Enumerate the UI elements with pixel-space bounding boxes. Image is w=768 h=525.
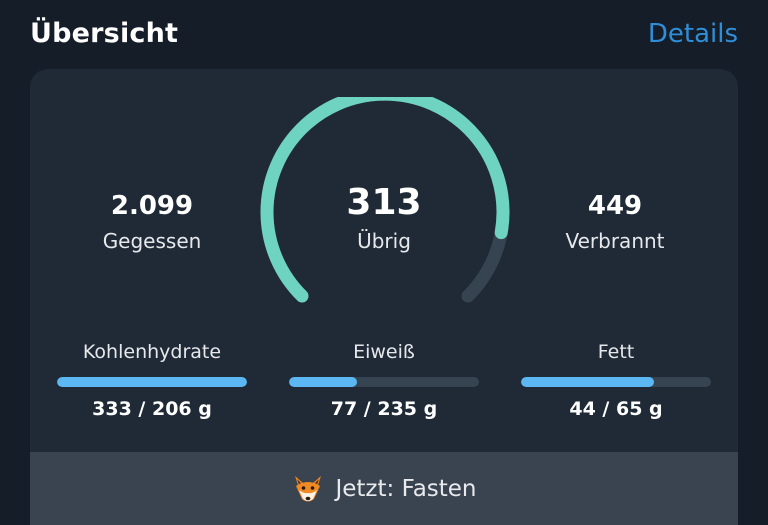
remaining-stat: 313 Übrig [284, 182, 484, 253]
macro-amount: 333 / 206 g [92, 398, 212, 420]
macro-protein: Eiweiß 77 / 235 g [289, 341, 479, 420]
burned-stat: 449 Verbrannt [515, 191, 715, 253]
macro-carbs: Kohlenhydrate 333 / 206 g [57, 341, 247, 420]
calorie-ring [260, 97, 510, 303]
fasting-status-bar[interactable]: Jetzt: Fasten [30, 452, 738, 525]
burned-label: Verbrannt [565, 229, 665, 253]
fasting-status-text: Jetzt: Fasten [335, 475, 477, 502]
remaining-label: Übrig [357, 229, 411, 253]
burned-value: 449 [587, 191, 643, 221]
eaten-value: 2.099 [110, 191, 194, 221]
macro-amount: 77 / 235 g [330, 398, 438, 420]
macro-label: Fett [597, 341, 635, 363]
eaten-label: Gegessen [102, 229, 202, 253]
macro-progress-fill [521, 377, 654, 387]
page-title: Übersicht [30, 18, 179, 49]
macro-fat: Fett 44 / 65 g [521, 341, 711, 420]
macro-progress-track [289, 377, 479, 387]
summary-card: 2.099 Gegessen 313 Übrig 449 Verbrannt K… [30, 69, 738, 525]
remaining-value: 313 [346, 182, 422, 223]
macro-progress-track [521, 377, 711, 387]
eaten-stat: 2.099 Gegessen [52, 191, 252, 253]
fox-icon [295, 475, 322, 501]
macro-label: Kohlenhydrate [82, 341, 222, 363]
macro-amount: 44 / 65 g [569, 398, 663, 420]
macro-label: Eiweiß [353, 341, 415, 363]
calorie-ring-progress [260, 97, 510, 303]
macro-progress-track [57, 377, 247, 387]
details-link[interactable]: Details [647, 19, 738, 49]
macro-progress-fill [289, 377, 358, 387]
overview-header: Übersicht Details [30, 18, 738, 58]
macro-progress-fill [57, 377, 247, 387]
